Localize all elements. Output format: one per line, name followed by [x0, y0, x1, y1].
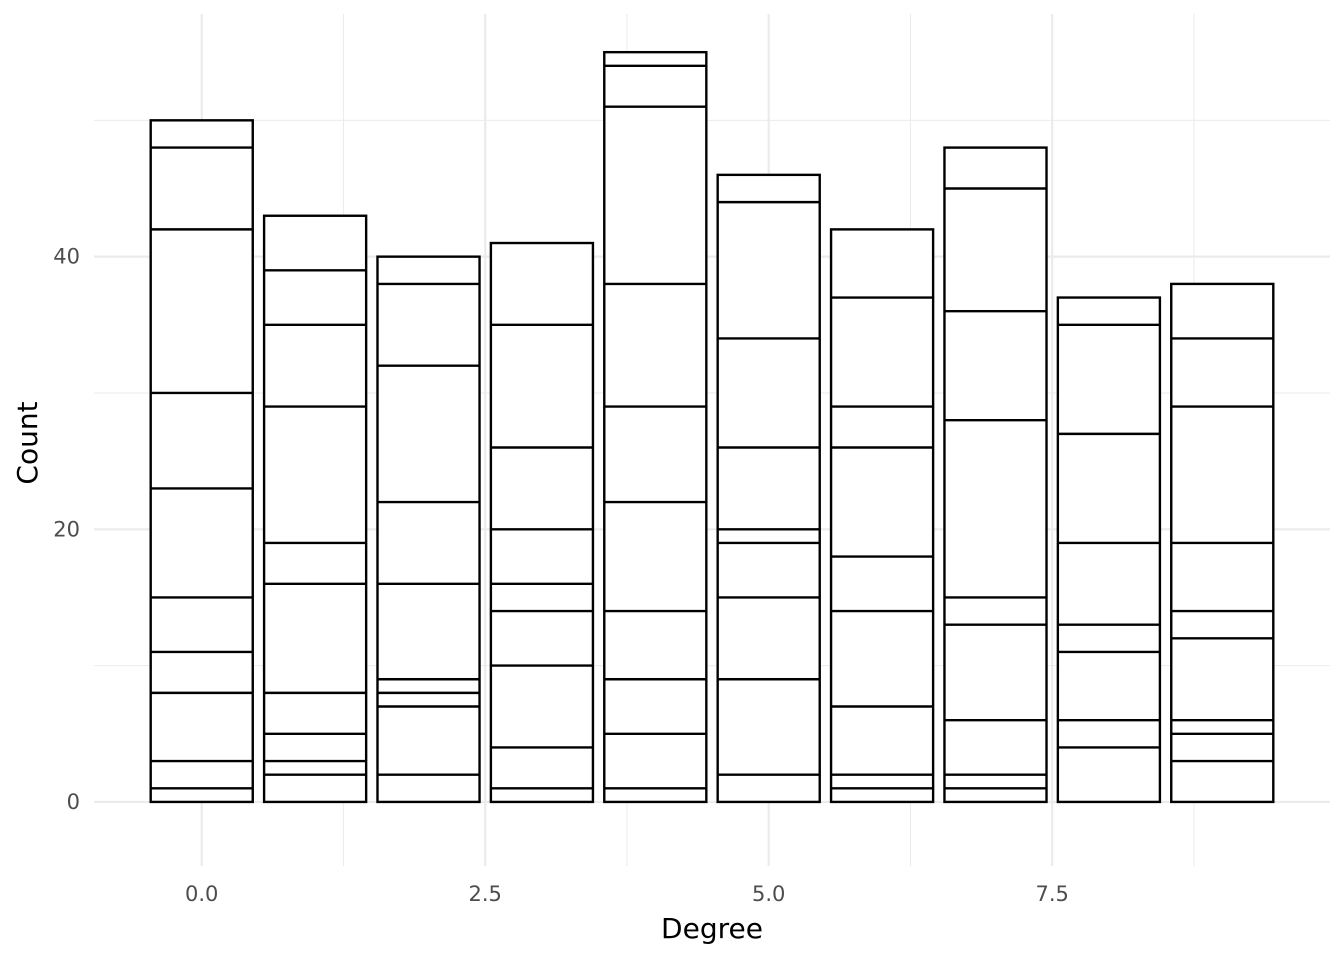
bar-outline	[149, 119, 254, 804]
bars	[149, 50, 1275, 804]
bar-outline	[829, 228, 935, 804]
bar-1	[262, 214, 368, 804]
y-tick-label: 40	[53, 245, 80, 269]
x-tick-label: 0.0	[185, 882, 218, 906]
bar-2	[376, 255, 481, 804]
bar-9	[1170, 282, 1275, 804]
y-axis-ticks: 0 20 40	[53, 245, 80, 814]
bar-6	[829, 228, 935, 804]
x-axis-ticks: 0.0 2.5 5.0 7.5	[185, 882, 1069, 906]
bar-5	[716, 173, 821, 804]
bar-8	[1056, 296, 1162, 804]
y-axis-title: Count	[11, 401, 44, 484]
x-tick-label: 2.5	[469, 882, 502, 906]
y-tick-label: 20	[53, 517, 80, 541]
bar-outline	[603, 50, 708, 804]
bar-0	[149, 119, 254, 804]
bar-outline	[1056, 296, 1162, 804]
x-tick-label: 5.0	[752, 882, 785, 906]
bar-4	[603, 50, 708, 804]
x-axis-title: Degree	[661, 912, 763, 945]
bar-outline	[262, 214, 368, 804]
bar-3	[489, 241, 595, 804]
bar-outline	[376, 255, 481, 804]
bar-outline	[716, 173, 821, 804]
bar-outline	[489, 241, 595, 804]
bar-7	[943, 146, 1048, 804]
y-tick-label: 0	[67, 790, 80, 814]
bar-outline	[943, 146, 1048, 804]
x-tick-label: 7.5	[1035, 882, 1068, 906]
